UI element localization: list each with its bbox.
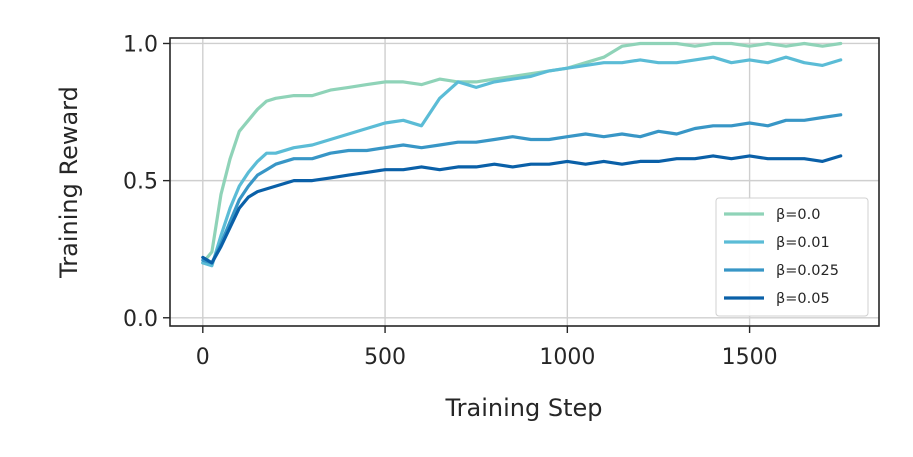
grid [170,38,879,326]
series-line-3 [201,154,843,265]
x-tick-label: 0 [196,345,210,370]
legend-label-1: β=0.01 [776,235,830,251]
y-axis-title: Training Reward [55,86,83,279]
legend-label-3: β=0.05 [776,291,830,307]
series-lines [201,41,843,268]
x-tick-label: 500 [364,345,406,370]
legend-box [715,197,869,317]
plot-frame [169,37,880,327]
series-line-1 [201,55,843,268]
axis-ticks: 0 500 1000 1500 0.0 0.5 1.0 [123,32,778,370]
y-tick-label: 0.5 [123,170,158,195]
y-tick-label: 1.0 [123,32,158,57]
y-tick-label: 0.0 [123,307,158,332]
series-line-2 [201,113,843,265]
legend: β=0.0 β=0.01 β=0.025 β=0.05 [715,197,869,317]
x-axis-title: Training Step [445,394,603,422]
x-tick-label: 1000 [539,345,595,370]
series-line-0 [201,41,843,265]
x-tick-label: 1500 [722,345,778,370]
legend-label-0: β=0.0 [776,207,820,223]
legend-label-2: β=0.025 [776,263,839,279]
